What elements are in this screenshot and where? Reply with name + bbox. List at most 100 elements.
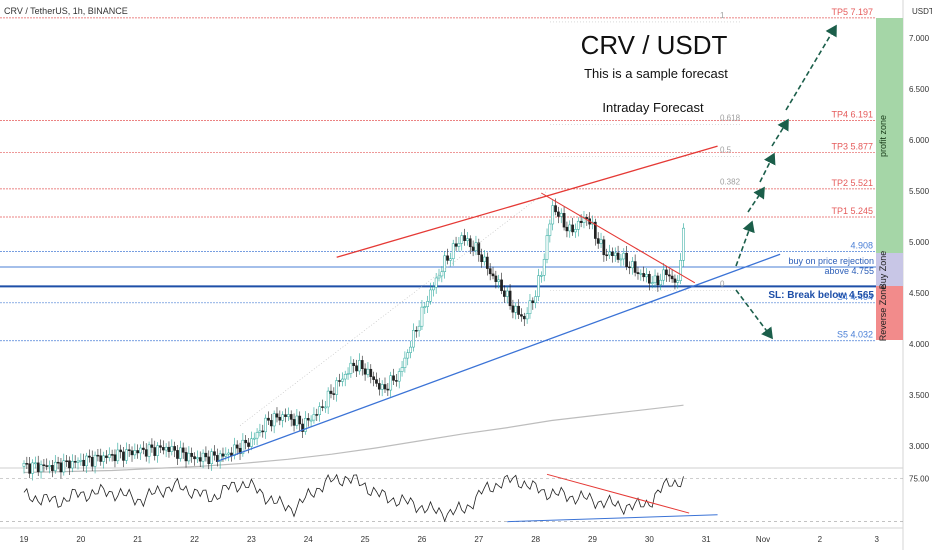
level-label-5: 4.908 bbox=[850, 240, 873, 250]
candle-body bbox=[295, 415, 299, 426]
candle-body bbox=[406, 352, 410, 359]
x-tick-6: 25 bbox=[361, 535, 370, 544]
y-tick-5: 4.500 bbox=[909, 289, 930, 298]
fib-levels: 1 0.618 0.5 0.382 0 bbox=[550, 11, 741, 291]
candle-body bbox=[559, 213, 563, 217]
candle-body bbox=[119, 449, 122, 453]
candle-body bbox=[642, 273, 646, 278]
candle-body bbox=[181, 447, 185, 453]
candle-body bbox=[42, 464, 46, 466]
candle-body bbox=[170, 446, 174, 452]
candle-body bbox=[485, 256, 489, 269]
candle-body bbox=[96, 454, 100, 457]
candle-body bbox=[68, 460, 71, 469]
candle-body bbox=[565, 226, 569, 232]
x-tick-2: 21 bbox=[133, 535, 142, 544]
candle-body bbox=[215, 455, 219, 462]
candle-body bbox=[395, 380, 398, 382]
candle-body bbox=[602, 239, 606, 256]
candle-body bbox=[56, 461, 60, 464]
candle-body bbox=[474, 242, 478, 251]
x-tick-9: 28 bbox=[531, 535, 540, 544]
candle-body bbox=[665, 269, 668, 276]
candle-body bbox=[352, 362, 356, 366]
candle-body bbox=[537, 275, 540, 297]
candle-body bbox=[28, 463, 32, 474]
candle-body bbox=[429, 289, 432, 302]
descending-trendline bbox=[541, 192, 696, 284]
buy-note-line2: above 4.755 bbox=[824, 266, 874, 276]
fib-anchor-line bbox=[239, 190, 548, 426]
candle-body bbox=[568, 224, 572, 232]
candle-body bbox=[272, 413, 276, 427]
candle-body bbox=[579, 220, 583, 223]
candle-body bbox=[571, 224, 574, 233]
candle-body bbox=[204, 452, 208, 458]
symbol-header[interactable]: CRV / TetherUS, 1h, BINANCE bbox=[4, 6, 128, 16]
x-tick-4: 23 bbox=[247, 535, 256, 544]
candle-body bbox=[301, 423, 304, 432]
candle-body bbox=[144, 449, 148, 457]
candle-body bbox=[278, 416, 282, 421]
candle-body bbox=[88, 455, 91, 458]
x-tick-0: 19 bbox=[20, 535, 29, 544]
rsi-pane: 75.00 bbox=[0, 473, 930, 523]
rsi-line bbox=[23, 473, 684, 523]
candle-body bbox=[48, 465, 51, 467]
candle-body bbox=[471, 246, 475, 251]
y-tick-4: 5.000 bbox=[909, 238, 930, 247]
forecast-arrows bbox=[735, 24, 837, 340]
candle-body bbox=[369, 368, 373, 377]
candle-body bbox=[116, 449, 120, 462]
candle-body bbox=[679, 260, 682, 281]
candle-body bbox=[446, 255, 449, 261]
candle-body bbox=[437, 275, 441, 279]
candle-body bbox=[656, 275, 660, 286]
x-tick-8: 27 bbox=[474, 535, 483, 544]
candle-body bbox=[551, 205, 555, 225]
candle-body bbox=[232, 444, 236, 456]
candle-body bbox=[420, 306, 424, 327]
candle-body bbox=[383, 384, 387, 390]
candle-body bbox=[576, 220, 580, 230]
candle-body bbox=[389, 375, 393, 391]
candle-body bbox=[616, 252, 620, 260]
candle-body bbox=[124, 449, 128, 461]
candle-body bbox=[363, 368, 367, 375]
candle-body bbox=[281, 414, 285, 421]
candle-body bbox=[261, 430, 265, 433]
level-label-1: TP4 6.191 bbox=[831, 110, 873, 120]
candle-body bbox=[548, 223, 552, 236]
candle-body bbox=[51, 465, 54, 471]
candle-body bbox=[608, 251, 611, 256]
candle-body bbox=[156, 445, 159, 456]
candle-body bbox=[503, 290, 506, 297]
candle-body bbox=[93, 454, 97, 467]
candle-body bbox=[653, 275, 657, 283]
candle-body bbox=[454, 243, 458, 247]
candle-body bbox=[284, 414, 287, 417]
candles bbox=[22, 198, 685, 481]
candle-body bbox=[460, 235, 464, 244]
candle-body bbox=[522, 315, 526, 320]
candle-body bbox=[360, 360, 364, 369]
candle-body bbox=[372, 376, 375, 380]
forecast-arrow-1 bbox=[747, 186, 765, 213]
candle-body bbox=[517, 305, 520, 315]
candle-body bbox=[224, 453, 228, 457]
candle-body bbox=[355, 365, 358, 372]
candle-body bbox=[73, 461, 77, 463]
candle-body bbox=[82, 459, 86, 467]
rsi-resistance-trendline bbox=[546, 473, 690, 514]
candle-body bbox=[505, 290, 509, 297]
candle-body bbox=[434, 277, 438, 288]
x-tick-5: 24 bbox=[304, 535, 313, 544]
forecast-type: Intraday Forecast bbox=[602, 100, 704, 115]
candle-body bbox=[463, 235, 466, 241]
candle-body bbox=[392, 375, 395, 381]
candle-body bbox=[258, 430, 262, 433]
candle-body bbox=[287, 414, 290, 417]
y-tick-8: 3.000 bbox=[909, 442, 930, 451]
candle-body bbox=[511, 305, 515, 313]
y-tick-3: 5.500 bbox=[909, 187, 930, 196]
